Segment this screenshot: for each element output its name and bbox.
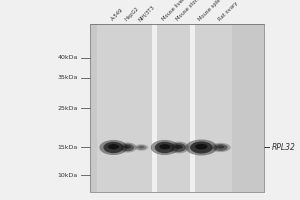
Bar xyxy=(133,24,150,192)
Text: 10kDa: 10kDa xyxy=(58,173,78,178)
Bar xyxy=(149,24,181,192)
Bar xyxy=(97,24,130,192)
Ellipse shape xyxy=(217,145,224,149)
Ellipse shape xyxy=(190,141,213,153)
Ellipse shape xyxy=(108,144,119,149)
Bar xyxy=(183,24,220,192)
Ellipse shape xyxy=(185,140,217,155)
Ellipse shape xyxy=(155,142,175,153)
Ellipse shape xyxy=(99,140,128,155)
Text: 40kDa: 40kDa xyxy=(58,55,78,60)
Text: 35kDa: 35kDa xyxy=(58,75,78,80)
Bar xyxy=(90,24,264,192)
Text: HepG2: HepG2 xyxy=(124,6,140,22)
Ellipse shape xyxy=(136,145,146,150)
Ellipse shape xyxy=(213,144,228,151)
Bar xyxy=(190,24,195,192)
Bar xyxy=(152,24,157,192)
Text: 15kDa: 15kDa xyxy=(58,145,78,150)
Ellipse shape xyxy=(175,145,183,149)
Ellipse shape xyxy=(169,142,189,153)
Ellipse shape xyxy=(124,145,131,149)
Bar xyxy=(117,24,138,192)
Text: RPL32: RPL32 xyxy=(272,143,296,152)
Text: A-549: A-549 xyxy=(110,8,124,22)
Text: Mouse spleen: Mouse spleen xyxy=(198,0,227,22)
Ellipse shape xyxy=(139,146,144,148)
Text: 25kDa: 25kDa xyxy=(58,106,78,110)
Ellipse shape xyxy=(103,142,124,153)
Text: NIH/3T3: NIH/3T3 xyxy=(138,4,156,22)
Ellipse shape xyxy=(118,142,137,153)
Bar xyxy=(90,24,264,192)
Bar xyxy=(167,24,190,192)
Text: Mouse liver: Mouse liver xyxy=(161,0,186,22)
Ellipse shape xyxy=(210,143,231,152)
Ellipse shape xyxy=(151,140,179,155)
Bar xyxy=(209,24,232,192)
Ellipse shape xyxy=(134,144,148,151)
Ellipse shape xyxy=(121,144,134,151)
Text: Rat ovary: Rat ovary xyxy=(217,1,239,22)
Ellipse shape xyxy=(171,143,186,152)
Ellipse shape xyxy=(195,144,208,149)
Ellipse shape xyxy=(159,144,170,149)
Text: Mouse stomach: Mouse stomach xyxy=(175,0,208,22)
